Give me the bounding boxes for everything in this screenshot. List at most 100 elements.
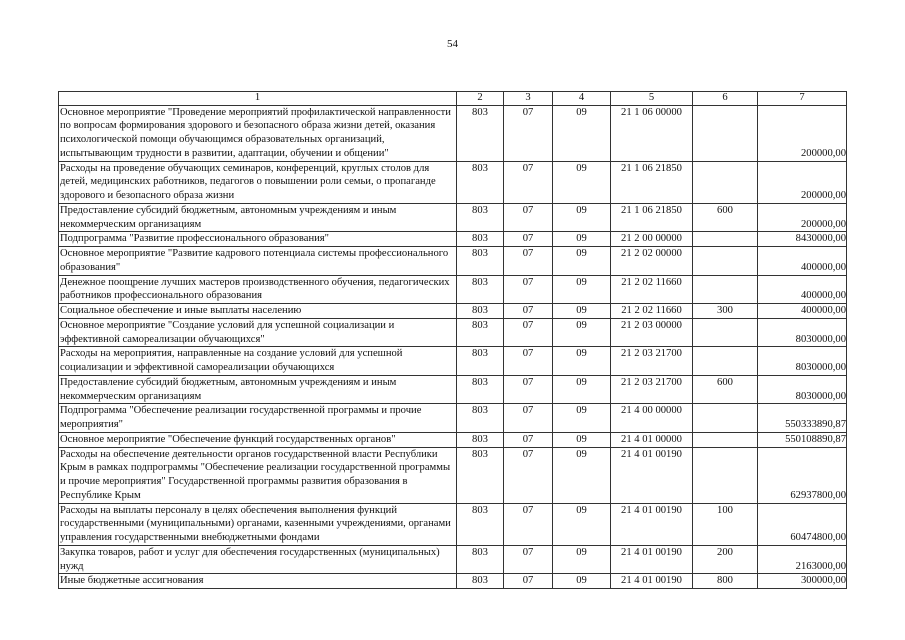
cell-amount: 200000,00 <box>757 160 847 204</box>
cell-expense-type <box>692 403 758 433</box>
cell-amount: 8430000,00 <box>757 231 847 247</box>
table-row: Денежное поощрение лучших мастеров произ… <box>58 274 847 304</box>
cell-subsection: 09 <box>552 374 611 405</box>
row-description: Расходы на мероприятия, направленные на … <box>58 346 457 376</box>
table-row: Основное мероприятие "Обеспечение функци… <box>58 431 847 448</box>
cell-section: 07 <box>503 403 553 433</box>
cell-section: 07 <box>503 231 553 247</box>
cell-subsection: 09 <box>552 431 611 448</box>
cell-subsection: 09 <box>552 303 611 319</box>
cell-subsection: 09 <box>552 231 611 247</box>
cell-expense-type <box>692 160 758 204</box>
cell-target-article: 21 4 01 00000 <box>610 431 693 448</box>
cell-target-article: 21 2 02 00000 <box>610 246 693 276</box>
cell-admin-code: 803 <box>456 317 504 348</box>
cell-admin-code: 803 <box>456 160 504 204</box>
row-description: Социальное обеспечение и иные выплаты на… <box>58 303 457 319</box>
cell-amount: 62937800,00 <box>757 446 847 504</box>
cell-section: 07 <box>503 246 553 276</box>
cell-amount: 400000,00 <box>757 246 847 276</box>
cell-expense-type <box>692 446 758 504</box>
cell-expense-type <box>692 317 758 348</box>
cell-section: 07 <box>503 346 553 376</box>
cell-admin-code: 803 <box>456 274 504 304</box>
table-row: Основное мероприятие "Создание условий д… <box>58 317 847 348</box>
cell-admin-code: 803 <box>456 431 504 448</box>
cell-admin-code: 803 <box>456 374 504 405</box>
table-row: Расходы на выплаты персоналу в целях обе… <box>58 502 847 546</box>
cell-admin-code: 803 <box>456 202 504 233</box>
row-description: Основное мероприятие "Развитие кадрового… <box>58 246 457 276</box>
row-description: Расходы на проведение обучающих семинаро… <box>58 160 457 204</box>
cell-subsection: 09 <box>552 544 611 575</box>
cell-subsection: 09 <box>552 317 611 348</box>
cell-target-article: 21 4 01 00190 <box>610 446 693 504</box>
column-header: 3 <box>503 91 553 106</box>
cell-subsection: 09 <box>552 104 611 162</box>
column-header: 2 <box>456 91 504 106</box>
cell-target-article: 21 1 06 21850 <box>610 160 693 204</box>
cell-target-article: 21 4 01 00190 <box>610 573 693 589</box>
cell-target-article: 21 2 02 11660 <box>610 303 693 319</box>
cell-target-article: 21 4 01 00190 <box>610 502 693 546</box>
cell-expense-type: 300 <box>692 303 758 319</box>
row-description: Иные бюджетные ассигнования <box>58 573 457 589</box>
cell-admin-code: 803 <box>456 104 504 162</box>
cell-amount: 400000,00 <box>757 274 847 304</box>
cell-subsection: 09 <box>552 573 611 589</box>
cell-admin-code: 803 <box>456 544 504 575</box>
table-row: Основное мероприятие "Проведение меропри… <box>58 104 847 162</box>
cell-expense-type <box>692 231 758 247</box>
cell-target-article: 21 2 03 21700 <box>610 374 693 405</box>
cell-subsection: 09 <box>552 403 611 433</box>
row-description: Основное мероприятие "Проведение меропри… <box>58 104 457 162</box>
cell-subsection: 09 <box>552 246 611 276</box>
table-row: Иные бюджетные ассигнования 803 07 09 21 4 0… <box>58 573 847 589</box>
cell-section: 07 <box>503 431 553 448</box>
table-row: Предоставление субсидий бюджетным, автон… <box>58 202 847 233</box>
column-header: 5 <box>610 91 693 106</box>
cell-subsection: 09 <box>552 346 611 376</box>
row-description: Основное мероприятие "Создание условий д… <box>58 317 457 348</box>
header-row: 1 2 3 4 5 6 7 <box>58 91 847 106</box>
cell-target-article: 21 1 06 21850 <box>610 202 693 233</box>
cell-amount: 200000,00 <box>757 104 847 162</box>
row-description: Предоставление субсидий бюджетным, автон… <box>58 202 457 233</box>
cell-section: 07 <box>503 374 553 405</box>
cell-amount: 300000,00 <box>757 573 847 589</box>
cell-admin-code: 803 <box>456 303 504 319</box>
cell-expense-type <box>692 274 758 304</box>
cell-section: 07 <box>503 573 553 589</box>
cell-expense-type: 600 <box>692 374 758 405</box>
cell-target-article: 21 4 01 00190 <box>610 544 693 575</box>
cell-section: 07 <box>503 446 553 504</box>
table-row: Подпрограмма "Обеспечение реализации гос… <box>58 403 847 433</box>
cell-amount: 550333890,87 <box>757 403 847 433</box>
cell-subsection: 09 <box>552 160 611 204</box>
table-row: Расходы на обеспечение деятельности орга… <box>58 446 847 504</box>
cell-amount: 8030000,00 <box>757 346 847 376</box>
cell-section: 07 <box>503 160 553 204</box>
cell-expense-type: 800 <box>692 573 758 589</box>
row-description: Денежное поощрение лучших мастеров произ… <box>58 274 457 304</box>
cell-expense-type <box>692 431 758 448</box>
table-row: Социальное обеспечение и иные выплаты на… <box>58 303 847 319</box>
cell-admin-code: 803 <box>456 502 504 546</box>
table-row: Расходы на мероприятия, направленные на … <box>58 346 847 376</box>
cell-section: 07 <box>503 502 553 546</box>
table-row: Расходы на проведение обучающих семинаро… <box>58 160 847 204</box>
cell-section: 07 <box>503 317 553 348</box>
cell-subsection: 09 <box>552 502 611 546</box>
cell-amount: 8030000,00 <box>757 317 847 348</box>
cell-amount: 8030000,00 <box>757 374 847 405</box>
row-description: Подпрограмма "Развитие профессионального… <box>58 231 457 247</box>
row-description: Закупка товаров, работ и услуг для обесп… <box>58 544 457 575</box>
cell-admin-code: 803 <box>456 231 504 247</box>
table-row: Закупка товаров, работ и услуг для обесп… <box>58 544 847 575</box>
cell-amount: 200000,00 <box>757 202 847 233</box>
budget-table: 1 2 3 4 5 6 7 Основное мероприятие "Пров… <box>58 91 847 589</box>
column-header: 4 <box>552 91 611 106</box>
cell-admin-code: 803 <box>456 246 504 276</box>
row-description: Расходы на обеспечение деятельности орга… <box>58 446 457 504</box>
cell-section: 07 <box>503 544 553 575</box>
